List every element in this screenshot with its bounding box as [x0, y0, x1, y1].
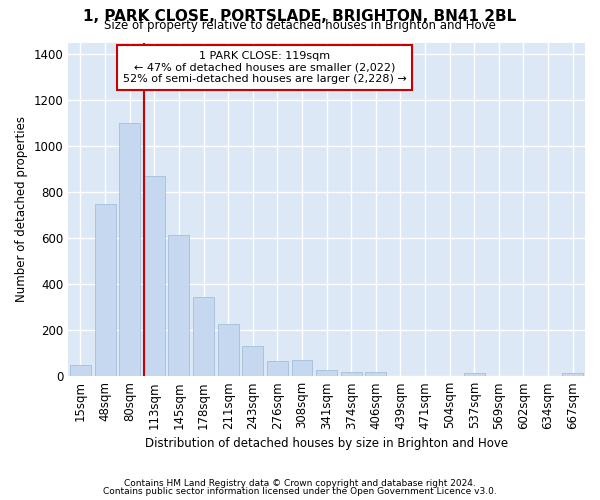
- Bar: [365, 372, 386, 376]
- Bar: [292, 360, 313, 376]
- Bar: [316, 370, 337, 376]
- X-axis label: Distribution of detached houses by size in Brighton and Hove: Distribution of detached houses by size …: [145, 437, 508, 450]
- Bar: [144, 176, 165, 376]
- Bar: [242, 346, 263, 376]
- Text: Contains public sector information licensed under the Open Government Licence v3: Contains public sector information licen…: [103, 487, 497, 496]
- Bar: [562, 372, 583, 376]
- Text: 1 PARK CLOSE: 119sqm
← 47% of detached houses are smaller (2,022)
52% of semi-de: 1 PARK CLOSE: 119sqm ← 47% of detached h…: [122, 51, 406, 84]
- Text: Contains HM Land Registry data © Crown copyright and database right 2024.: Contains HM Land Registry data © Crown c…: [124, 478, 476, 488]
- Bar: [169, 234, 190, 376]
- Bar: [218, 324, 239, 376]
- Text: Size of property relative to detached houses in Brighton and Hove: Size of property relative to detached ho…: [104, 19, 496, 32]
- Bar: [70, 364, 91, 376]
- Y-axis label: Number of detached properties: Number of detached properties: [15, 116, 28, 302]
- Bar: [119, 123, 140, 376]
- Text: 1, PARK CLOSE, PORTSLADE, BRIGHTON, BN41 2BL: 1, PARK CLOSE, PORTSLADE, BRIGHTON, BN41…: [83, 9, 517, 24]
- Bar: [95, 204, 116, 376]
- Bar: [267, 361, 288, 376]
- Bar: [193, 297, 214, 376]
- Bar: [464, 372, 485, 376]
- Bar: [341, 372, 362, 376]
